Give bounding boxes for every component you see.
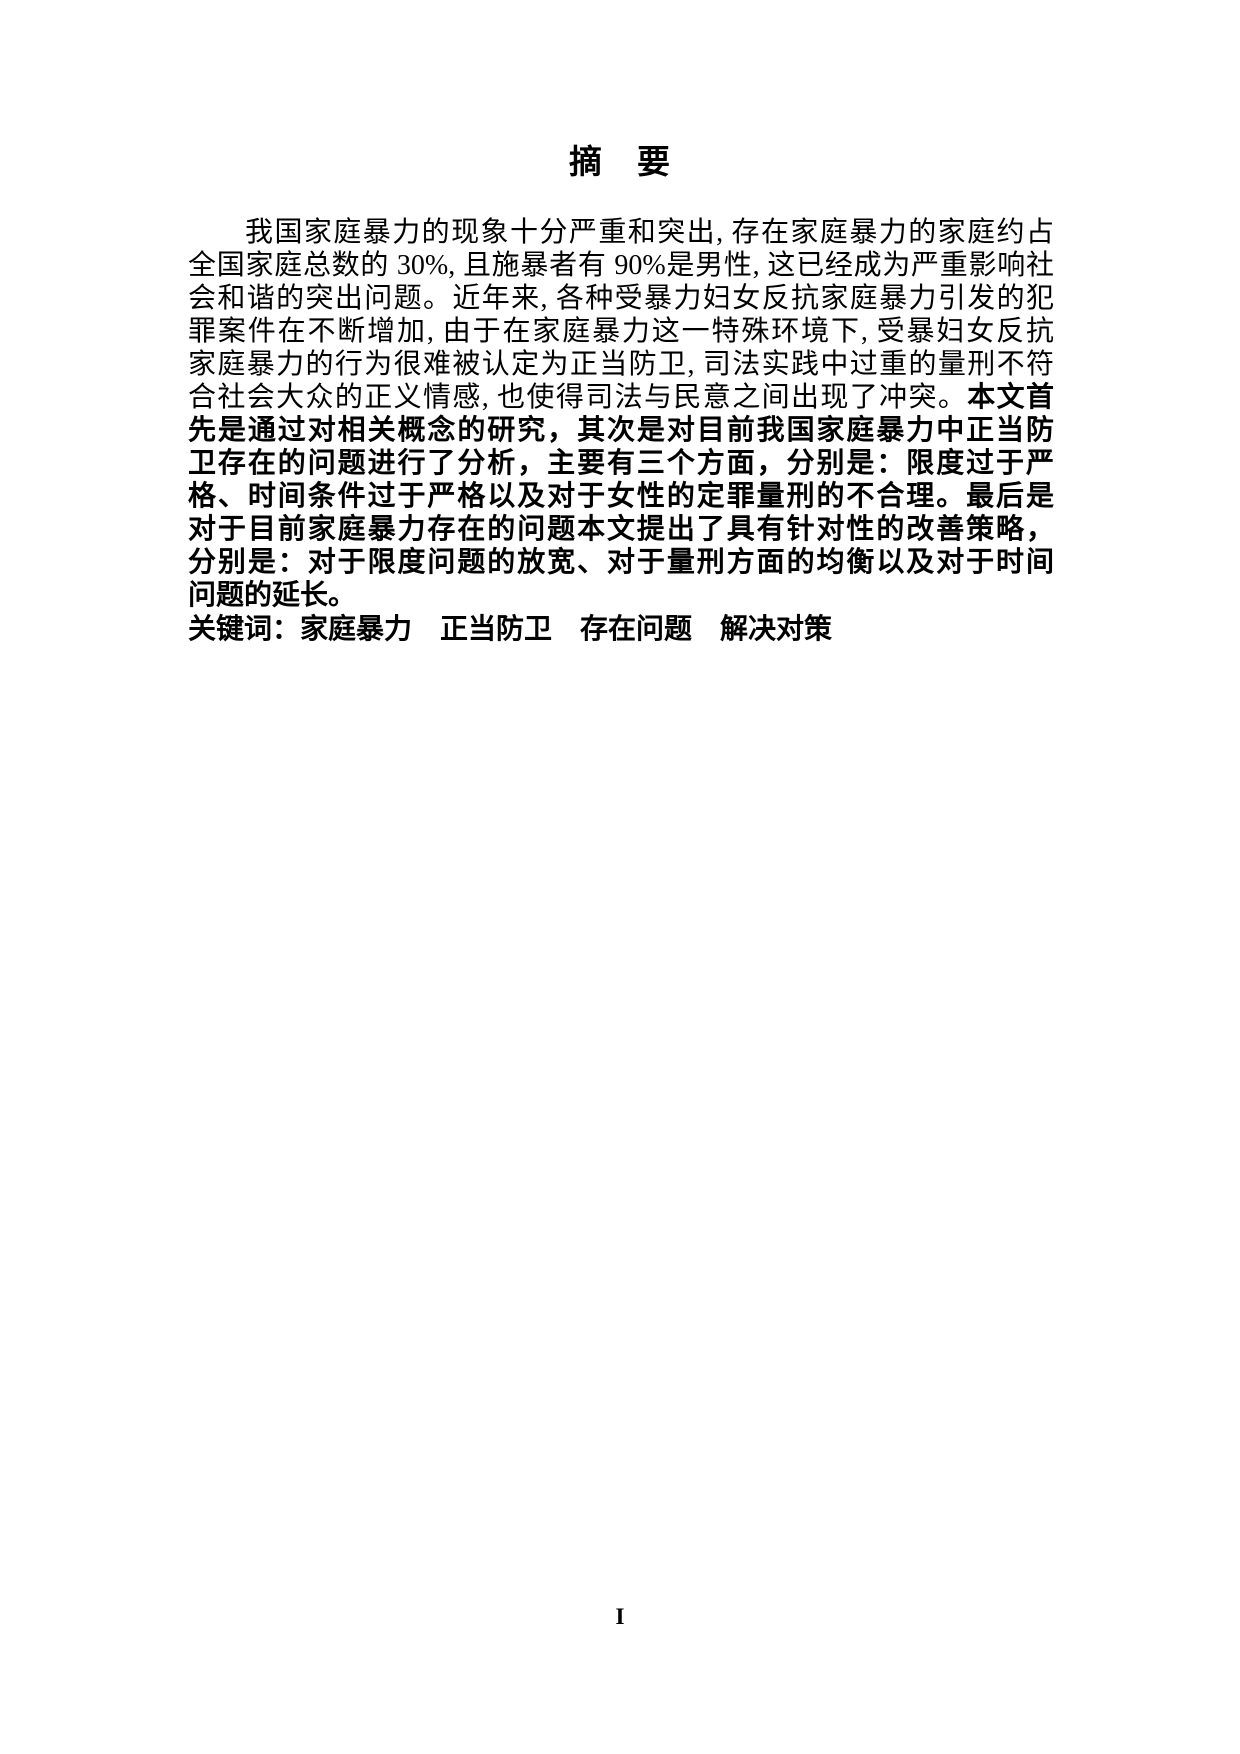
- text-segment: 分别是：对于限度问题的放宽、对于量刑方面的均衡以及对于时间: [188, 547, 1054, 578]
- text-segment: 卫存在的问题进行了分析，主要有三个方面，分别是：限度过于严: [188, 448, 1054, 479]
- abstract-line: 罪案件在不断增加, 由于在家庭暴力这一特殊环境下, 受暴妇女反抗: [188, 315, 1054, 348]
- abstract-line: 问题的延长。: [188, 579, 1054, 612]
- abstract-body: 我国家庭暴力的现象十分严重和突出, 存在家庭暴力的家庭约占 全国家庭总数的 30%…: [188, 216, 1054, 646]
- page-title: 摘 要: [569, 143, 671, 180]
- abstract-line: 全国家庭总数的 30%, 且施暴者有 90%是男性, 这已经成为严重影响社: [188, 249, 1054, 282]
- text-segment: 先是通过对相关概念的研究，其次是对目前我国家庭暴力中正当防: [188, 415, 1054, 446]
- text-segment: 家庭暴力的行为很难被认定为正当防卫, 司法实践中过重的量刑不符: [188, 349, 1054, 380]
- abstract-line: 我国家庭暴力的现象十分严重和突出, 存在家庭暴力的家庭约占: [188, 216, 1054, 249]
- abstract-line: 先是通过对相关概念的研究，其次是对目前我国家庭暴力中正当防: [188, 414, 1054, 447]
- abstract-line: 会和谐的突出问题。近年来, 各种受暴力妇女反抗家庭暴力引发的犯: [188, 282, 1054, 315]
- text-segment: 格、时间条件过于严格以及对于女性的定罪量刑的不合理。最后是: [188, 481, 1054, 512]
- abstract-line: 格、时间条件过于严格以及对于女性的定罪量刑的不合理。最后是: [188, 480, 1054, 513]
- text-segment: 本文首: [967, 382, 1054, 413]
- text-segment: 问题的延长。: [188, 580, 357, 611]
- text-segment: 对于目前家庭暴力存在的问题本文提出了具有针对性的改善策略，: [188, 514, 1054, 545]
- abstract-line: 卫存在的问题进行了分析，主要有三个方面，分别是：限度过于严: [188, 447, 1054, 480]
- text-segment: 全国家庭总数的 30%, 且施暴者有 90%是男性, 这已经成为严重影响社: [188, 250, 1054, 281]
- page-number: I: [615, 1604, 625, 1629]
- abstract-line: 分别是：对于限度问题的放宽、对于量刑方面的均衡以及对于时间: [188, 546, 1054, 579]
- abstract-line: 对于目前家庭暴力存在的问题本文提出了具有针对性的改善策略，: [188, 513, 1054, 546]
- keywords-label: 关键词：: [188, 613, 301, 644]
- text-segment: 合社会大众的正义情感, 也使得司法与民意之间出现了冲突。: [188, 382, 968, 413]
- text-segment: 家庭暴力 正当防卫 存在问题 解决对策: [300, 614, 833, 645]
- abstract-line: 家庭暴力的行为很难被认定为正当防卫, 司法实践中过重的量刑不符: [188, 348, 1054, 381]
- abstract-line: 合社会大众的正义情感, 也使得司法与民意之间出现了冲突。本文首: [188, 381, 1054, 414]
- text-segment: 罪案件在不断增加, 由于在家庭暴力这一特殊环境下, 受暴妇女反抗: [188, 316, 1054, 347]
- text-segment: 会和谐的突出问题。近年来, 各种受暴力妇女反抗家庭暴力引发的犯: [188, 283, 1054, 314]
- text-segment: 我国家庭暴力的现象十分严重和突出, 存在家庭暴力的家庭约占: [245, 217, 1054, 248]
- keywords-line: 关键词：家庭暴力 正当防卫 存在问题 解决对策: [188, 612, 1054, 646]
